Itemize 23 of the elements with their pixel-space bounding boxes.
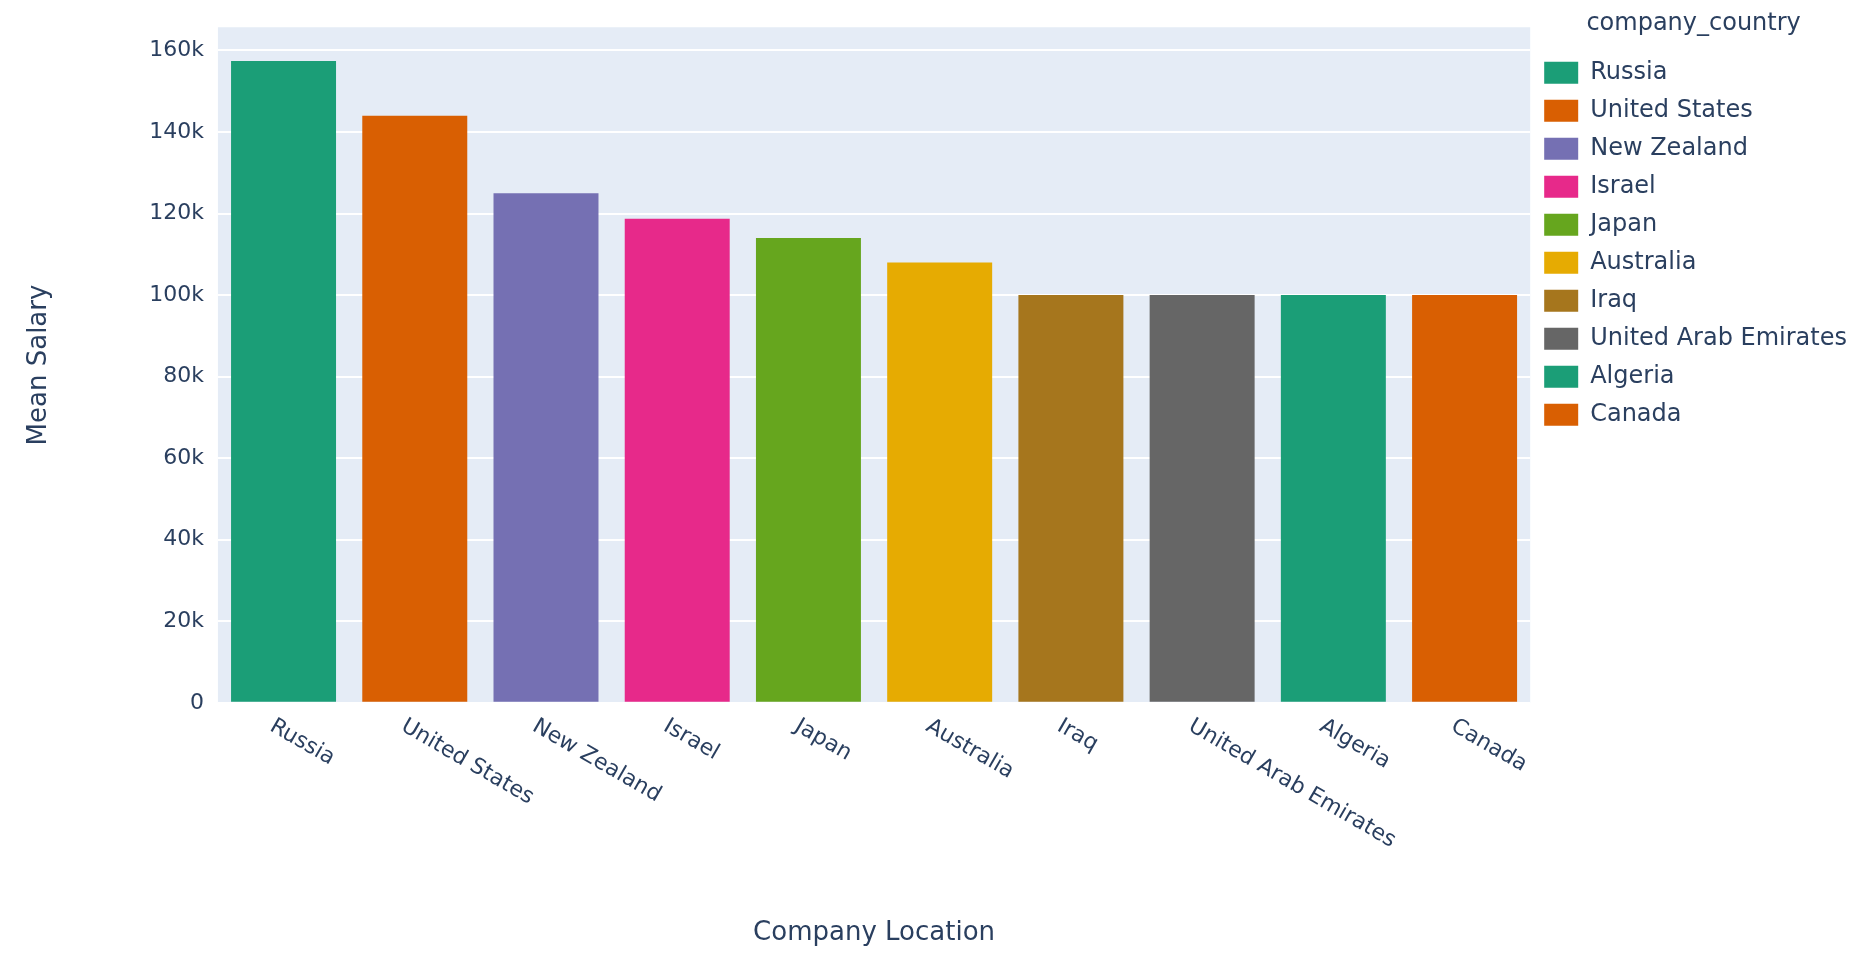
- x-tick-label: Iraq: [1053, 712, 1104, 756]
- legend-label: Canada: [1590, 399, 1682, 428]
- y-tick-label: 60k: [163, 443, 205, 469]
- legend-label: New Zealand: [1590, 133, 1748, 162]
- legend-title: company_country: [1586, 8, 1801, 37]
- y-tick-label: 20k: [163, 606, 205, 632]
- legend-label: Japan: [1588, 209, 1658, 238]
- y-tick-label: 160k: [149, 36, 205, 62]
- y-tick-label: 140k: [149, 117, 205, 143]
- legend-label: United States: [1590, 95, 1753, 124]
- legend-label: United Arab Emirates: [1590, 323, 1848, 352]
- legend-label: Israel: [1590, 171, 1656, 200]
- y-tick-label: 100k: [149, 280, 205, 306]
- legend-label: Australia: [1590, 247, 1697, 276]
- legend-label: Iraq: [1590, 285, 1638, 314]
- y-tick-label: 0: [189, 688, 204, 714]
- y-axis-title: Mean Salary: [22, 284, 53, 446]
- y-tick-label: 80k: [163, 362, 205, 388]
- legend-label: Russia: [1590, 57, 1668, 86]
- legend-label: Algeria: [1590, 361, 1675, 390]
- y-tick-label: 40k: [163, 525, 205, 551]
- y-tick-label: 120k: [149, 199, 205, 225]
- x-axis-title: Company Location: [753, 916, 996, 947]
